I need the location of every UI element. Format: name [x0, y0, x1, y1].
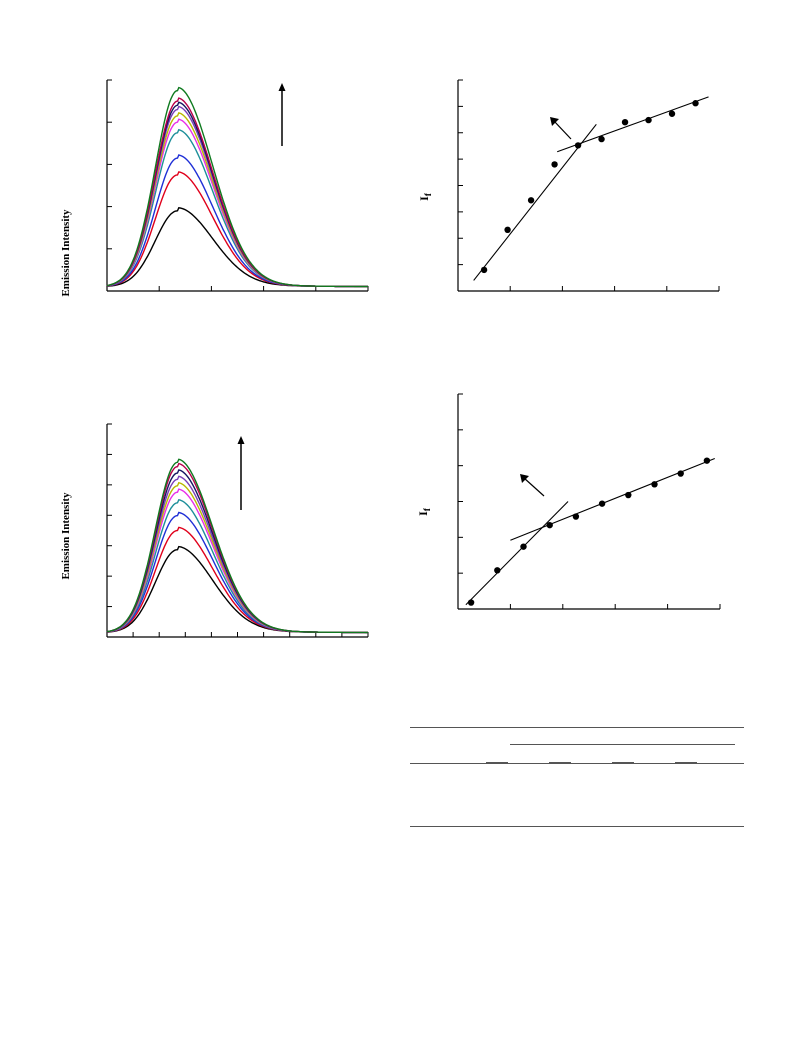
table-col-mark-3: [612, 762, 634, 764]
fluorescence-scatter-bottom-chart: If: [416, 393, 721, 610]
data-point: [703, 457, 711, 464]
spectrum-series-4: [106, 128, 368, 288]
table-header-rule: [410, 763, 744, 764]
data-point: [546, 521, 553, 529]
data-point: [668, 110, 676, 117]
data-point: [494, 567, 501, 574]
data-point: [480, 266, 488, 274]
y-axis-title: Emission Intensity: [60, 209, 72, 297]
data-point: [574, 142, 582, 149]
data-point: [551, 161, 558, 168]
spectrum-series-10: [106, 458, 368, 634]
data-point: [527, 197, 535, 204]
table-top-rule: [410, 727, 744, 728]
table-col-mark-4: [675, 762, 697, 764]
fluorescence-scatter-top-chart: If: [417, 79, 720, 292]
break-arrow-shaft: [523, 477, 545, 497]
table-bottom-rule: [410, 826, 744, 827]
data-point: [621, 119, 629, 126]
data-point: [677, 470, 684, 477]
spectrum-series-6: [106, 112, 368, 288]
svg-text:If: If: [416, 507, 432, 516]
break-arrow-head: [520, 474, 529, 483]
data-point: [520, 543, 527, 550]
y-axis-title: If: [416, 507, 432, 516]
data-table: [410, 727, 744, 827]
svg-text:If: If: [417, 192, 433, 201]
table-col-mark-2: [549, 762, 571, 764]
y-axis-title: If: [417, 192, 433, 201]
spectrum-series-5: [106, 118, 368, 288]
spectrum-series-7: [106, 475, 368, 634]
fit-line-2: [510, 457, 715, 541]
svg-text:Emission Intensity: Emission Intensity: [60, 209, 72, 297]
spectrum-series-6: [106, 481, 368, 634]
data-point: [625, 491, 632, 499]
fit-line-1: [473, 123, 597, 281]
svg-text:Emission Intensity: Emission Intensity: [60, 492, 72, 580]
data-point: [651, 481, 658, 488]
data-point: [692, 100, 699, 107]
increase-arrow-head: [237, 436, 245, 444]
data-point: [645, 116, 652, 124]
data-point: [504, 226, 511, 234]
break-arrow-head: [550, 117, 559, 126]
table-col-mark-1: [486, 762, 508, 764]
data-point: [467, 599, 475, 606]
data-point: [572, 513, 580, 520]
emission-spectra-bottom-chart: Emission Intensity: [60, 423, 369, 638]
increase-arrow-head: [278, 83, 286, 91]
fit-line-2: [556, 96, 709, 153]
data-point: [598, 500, 606, 507]
spectrum-series-10: [106, 86, 368, 288]
table-group-rule: [510, 744, 735, 745]
y-axis-title: Emission Intensity: [60, 492, 72, 580]
data-point: [598, 135, 605, 143]
break-arrow-shaft: [553, 120, 572, 140]
fit-line-1: [465, 501, 569, 606]
emission-spectra-top-chart: Emission Intensity: [60, 79, 369, 297]
